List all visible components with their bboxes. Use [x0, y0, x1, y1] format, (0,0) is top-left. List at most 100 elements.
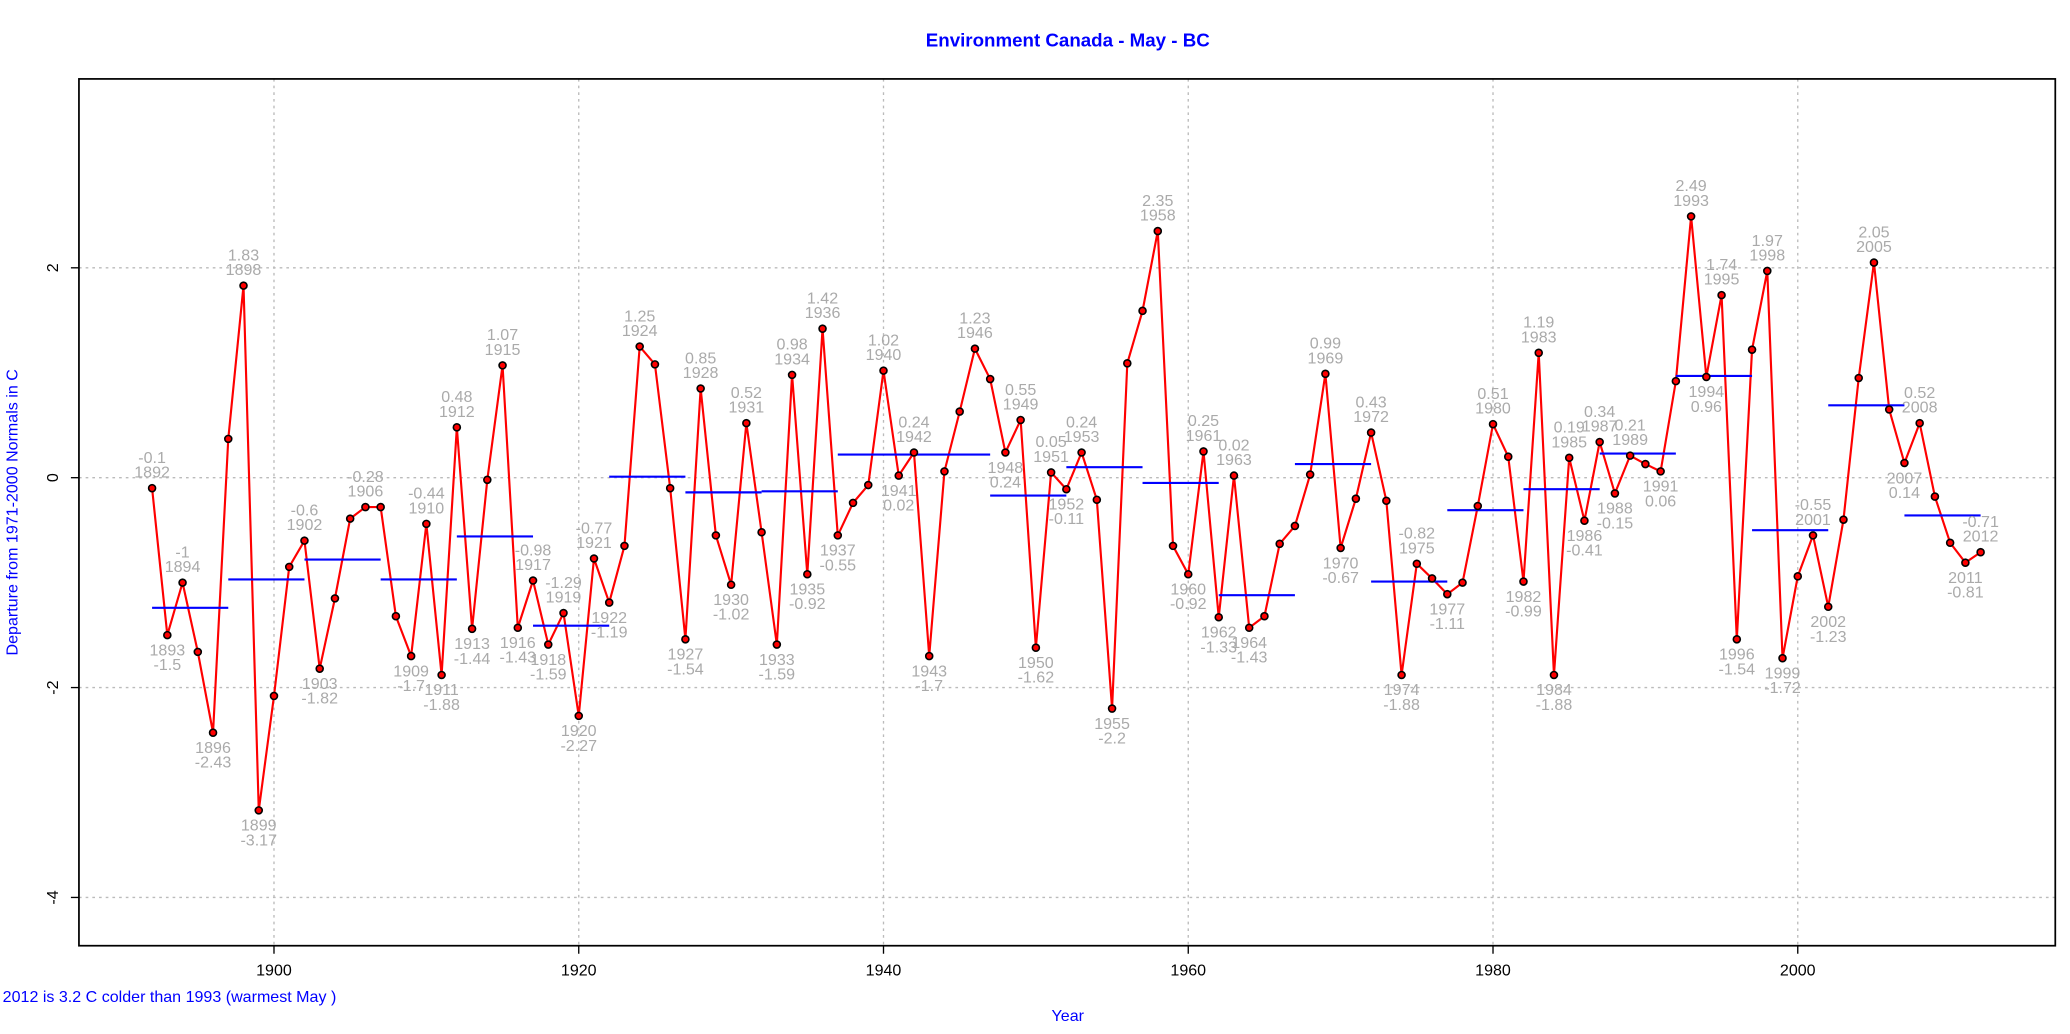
- year-label: 1928: [683, 364, 719, 382]
- data-point: [1503, 452, 1513, 461]
- data-point: [665, 483, 675, 493]
- x-tick-label: 1900: [256, 961, 292, 979]
- chart-title: Environment Canada - May - BC: [926, 29, 1210, 50]
- data-point: [1275, 539, 1284, 549]
- year-label: 1893: [149, 641, 185, 659]
- data-point: [955, 407, 964, 416]
- x-axis-label: Year: [1052, 1007, 1085, 1025]
- data-point: [909, 448, 919, 457]
- year-label: 1943: [911, 662, 947, 680]
- year-label: 1916: [500, 634, 536, 652]
- year-label: 1962: [1201, 624, 1237, 642]
- year-label: 1909: [393, 662, 429, 680]
- data-point: [239, 281, 248, 290]
- year-label: 2008: [1902, 399, 1938, 417]
- data-point: [498, 361, 507, 370]
- x-tick-label: 1960: [1170, 961, 1206, 979]
- value-label: -1.23: [1810, 628, 1847, 646]
- x-tick-label: 1940: [866, 961, 902, 979]
- year-label: 1974: [1384, 681, 1420, 699]
- year-label: 1941: [881, 482, 917, 500]
- value-label: -1.44: [454, 650, 491, 668]
- data-point: [1321, 369, 1330, 379]
- year-label: 1924: [622, 322, 658, 340]
- data-point: [833, 531, 843, 540]
- data-point: [848, 498, 858, 508]
- value-label: -0.55: [1795, 496, 1832, 514]
- year-label: 1953: [1064, 428, 1100, 446]
- value-label: -0.11: [1049, 510, 1084, 528]
- year-label: 1999: [1765, 664, 1801, 682]
- year-label: 1989: [1612, 431, 1648, 449]
- data-point: [787, 370, 797, 380]
- data-point: [391, 611, 401, 621]
- year-label: 1960: [1170, 581, 1206, 599]
- data-point: [1793, 572, 1803, 581]
- value-label: 0.48: [441, 388, 472, 406]
- year-label: 1935: [789, 581, 825, 599]
- value-label: 0.24: [898, 413, 929, 431]
- value-label: -1.43: [1231, 649, 1268, 667]
- value-label: 0.52: [1904, 384, 1935, 402]
- data-point: [1031, 643, 1041, 652]
- value-label: -1.88: [1383, 696, 1420, 714]
- data-point: [1854, 373, 1863, 383]
- year-label: 1942: [896, 428, 932, 446]
- data-point: [254, 806, 264, 815]
- data-point: [1961, 558, 1970, 567]
- data-point: [1625, 451, 1635, 460]
- data-point: [269, 691, 279, 701]
- data-point: [1153, 226, 1163, 236]
- value-label: 0.96: [1691, 398, 1722, 416]
- value-label: -1.59: [759, 666, 796, 684]
- year-label: 1952: [1048, 496, 1084, 514]
- value-label: -0.77: [576, 519, 613, 537]
- value-label: 0.02: [1218, 436, 1249, 454]
- data-point: [818, 324, 827, 333]
- data-point: [559, 608, 568, 618]
- year-label: 2001: [1795, 511, 1831, 529]
- value-label: 0.21: [1615, 416, 1646, 434]
- y-tick-label: -2: [44, 680, 62, 694]
- year-label: 2007: [1887, 469, 1923, 487]
- data-point: [1229, 471, 1239, 480]
- year-label: 2002: [1810, 613, 1846, 631]
- value-label: -0.6: [291, 501, 319, 519]
- data-point: [467, 624, 477, 634]
- value-label: 0.24: [990, 474, 1021, 492]
- year-label: 1951: [1033, 448, 1069, 466]
- data-point: [1884, 405, 1894, 414]
- data-point: [635, 342, 644, 351]
- value-label: 1.25: [624, 307, 655, 325]
- x-tick-label: 1920: [561, 961, 597, 979]
- data-point: [1488, 419, 1498, 429]
- data-point: [1351, 494, 1361, 503]
- data-point: [604, 598, 614, 607]
- data-point: [1549, 670, 1559, 680]
- data-point: [284, 562, 294, 572]
- year-label: 1922: [591, 609, 627, 627]
- data-point: [1945, 538, 1955, 548]
- value-label: -0.99: [1505, 603, 1542, 621]
- value-label: 0.55: [1005, 381, 1036, 399]
- value-label: 0.34: [1584, 403, 1615, 421]
- data-point: [711, 531, 721, 540]
- year-label: 1912: [439, 403, 475, 421]
- data-point: [1930, 492, 1940, 501]
- value-label: -1.88: [423, 696, 460, 714]
- year-label: 1917: [515, 556, 551, 574]
- data-point: [696, 384, 705, 393]
- year-label: 1994: [1688, 383, 1724, 401]
- value-label: -1.82: [301, 690, 338, 708]
- data-point: [1244, 623, 1254, 633]
- year-label: 1898: [226, 261, 262, 279]
- data-point: [1641, 459, 1650, 469]
- data-point: [1001, 448, 1010, 457]
- value-label: 2.49: [1675, 177, 1706, 195]
- data-point: [1427, 574, 1437, 583]
- year-label: 1906: [348, 483, 384, 501]
- year-label: 1988: [1597, 500, 1633, 518]
- data-point: [1260, 611, 1269, 621]
- year-label: 1955: [1094, 715, 1130, 733]
